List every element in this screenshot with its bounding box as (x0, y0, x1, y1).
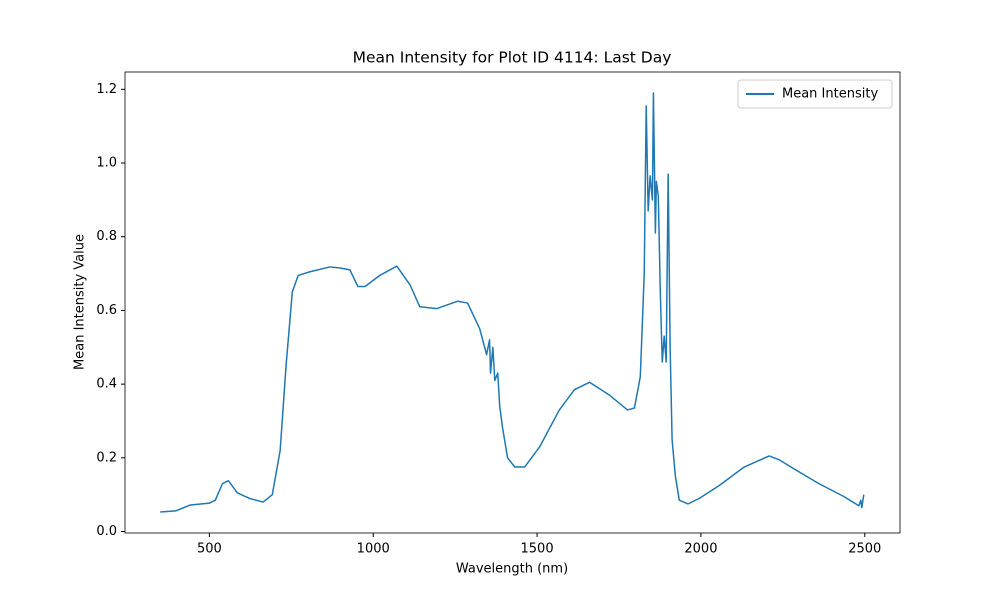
legend-label: Mean Intensity (782, 87, 878, 102)
y-tick-label: 0.8 (96, 229, 117, 244)
x-tick-label: 1000 (357, 542, 390, 557)
y-axis-label: Mean Intensity Value (73, 234, 88, 370)
y-tick-label: 1.0 (96, 156, 117, 171)
legend-box (737, 79, 893, 109)
y-tick-label: 0.0 (96, 524, 117, 539)
y-tick-label: 0.4 (96, 377, 117, 392)
y-tick-label: 1.2 (96, 82, 117, 97)
x-tick-label: 2000 (684, 542, 717, 557)
chart-title: Mean Intensity for Plot ID 4114: Last Da… (353, 49, 672, 67)
y-tick-label: 0.2 (96, 450, 117, 465)
y-tick-label: 0.6 (96, 303, 117, 318)
x-tick-label: 2500 (848, 542, 881, 557)
x-axis-label: Wavelength (nm) (456, 562, 568, 577)
plot-frame (124, 71, 901, 534)
data-line (160, 92, 865, 513)
x-tick-label: 1500 (521, 542, 554, 557)
x-tick-label: 500 (197, 542, 222, 557)
